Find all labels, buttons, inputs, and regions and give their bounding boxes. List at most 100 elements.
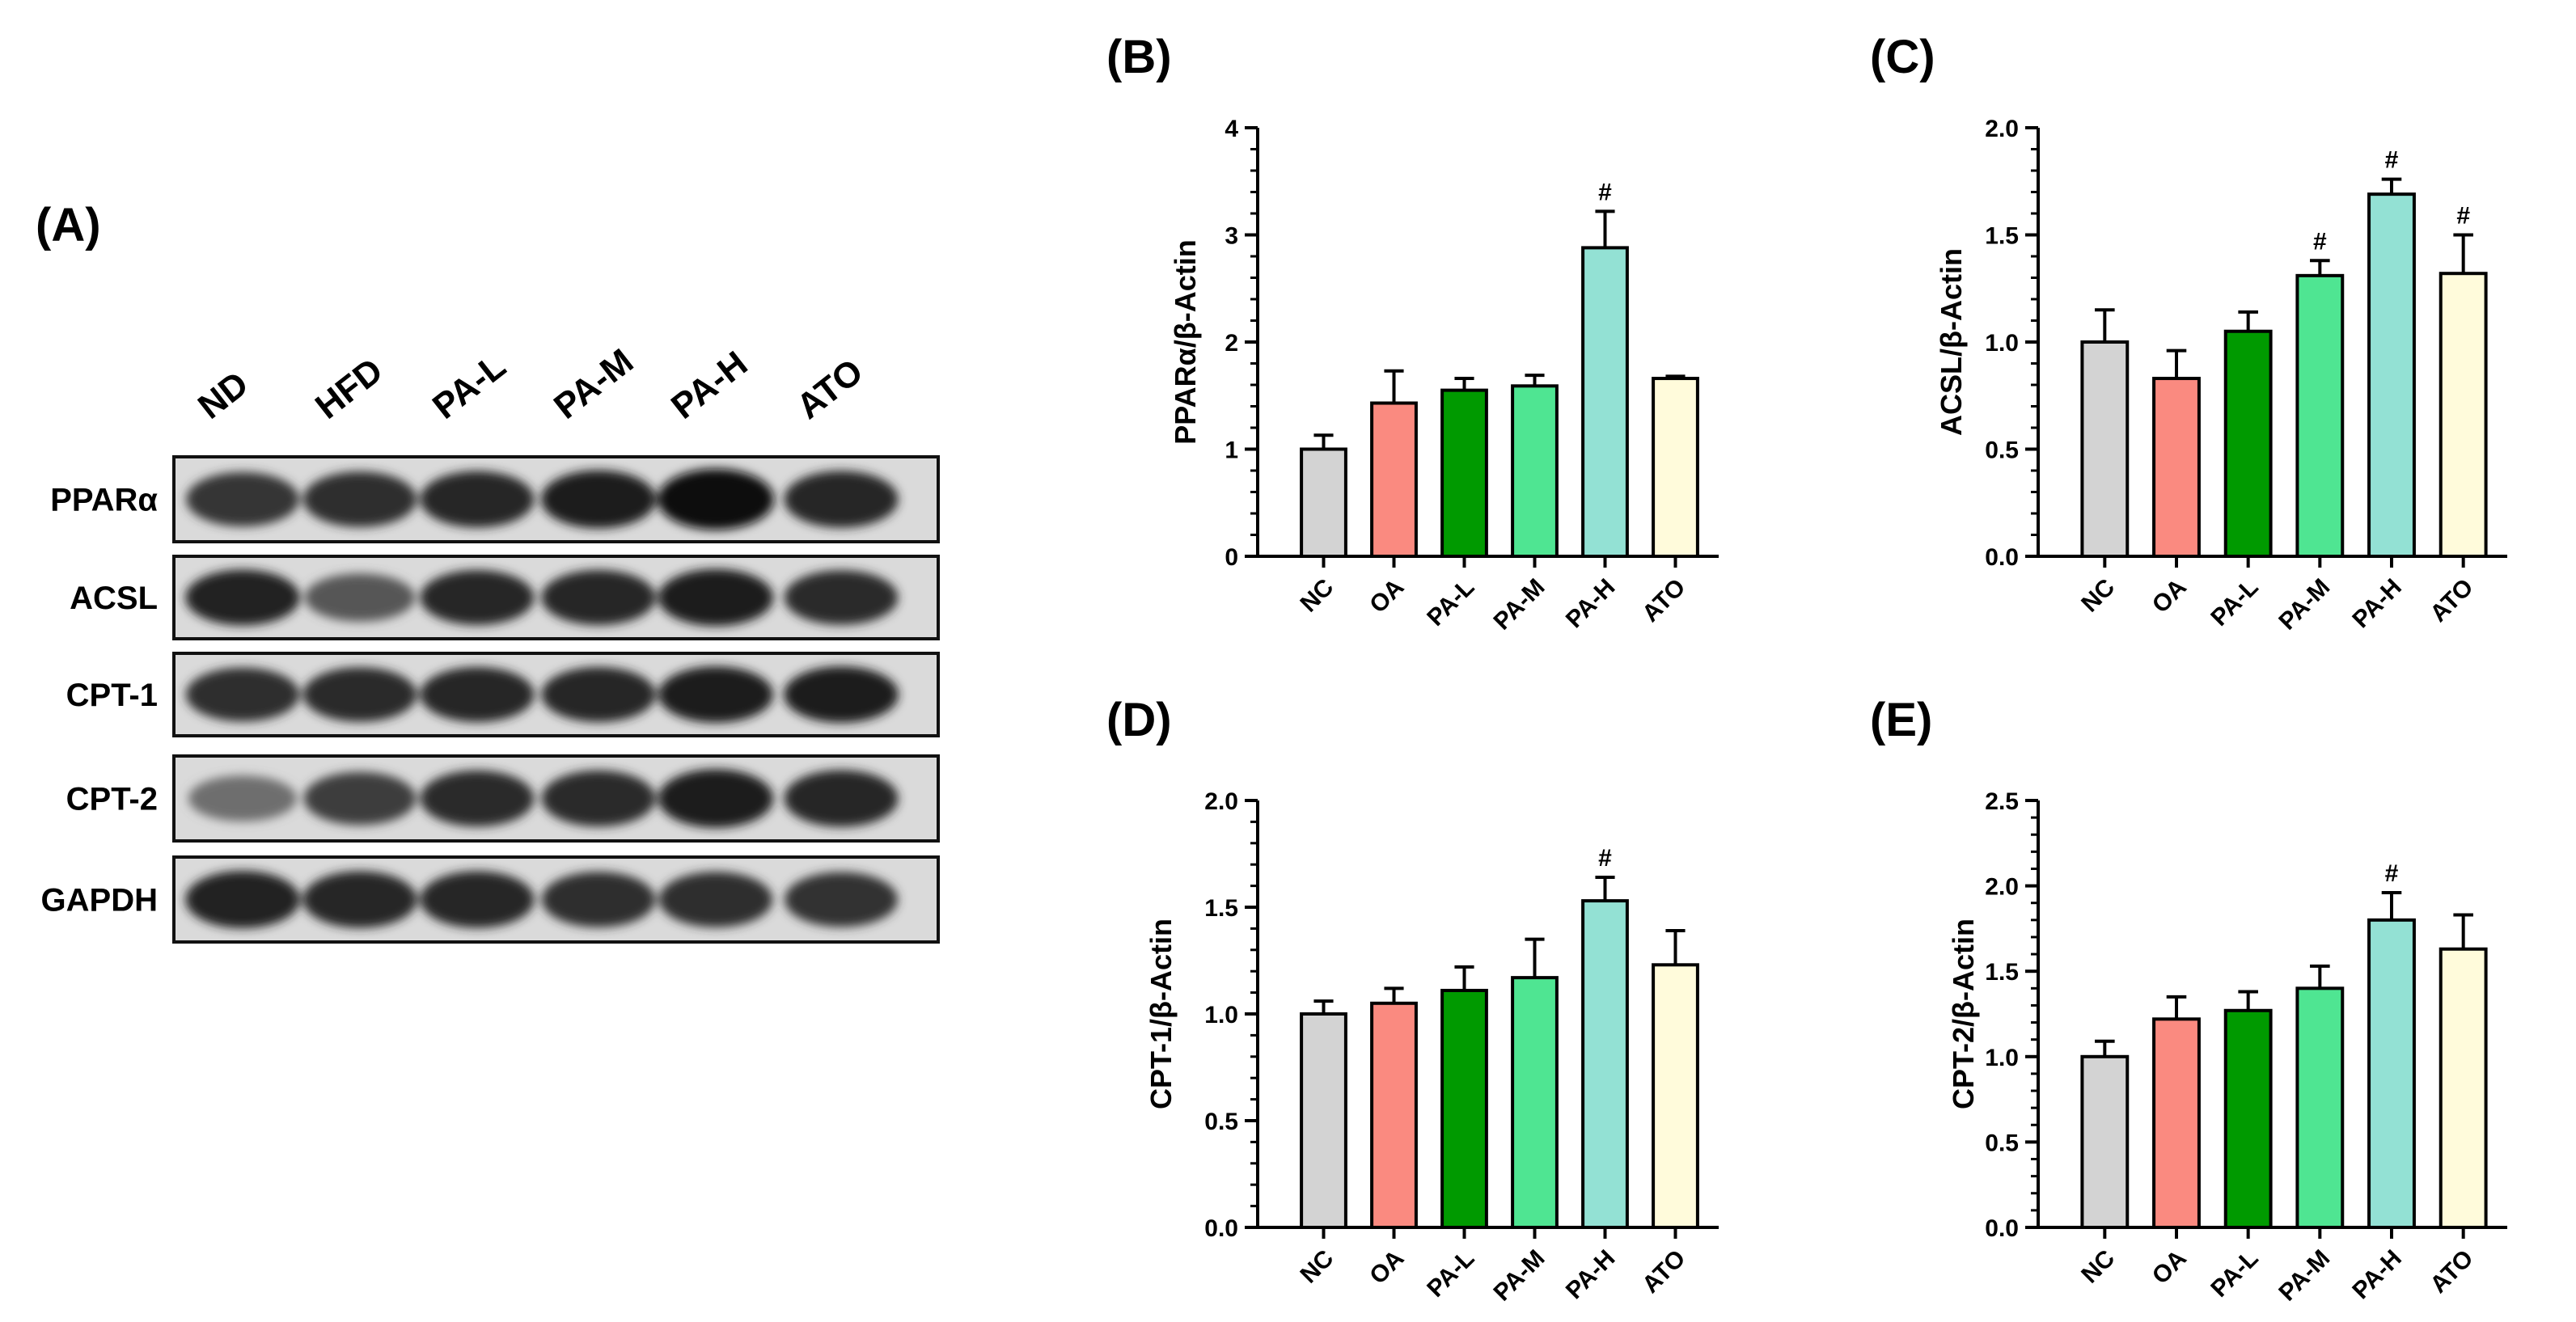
blot-bands-acsl: [185, 568, 899, 627]
y-tick-label-d-1: 0.5: [1204, 1109, 1238, 1135]
chart-panel-b: (B) PPARα/β-Actin 0 1 2 3 4 NC OA PA-L PA-M PA-H # AT…: [1106, 31, 1719, 636]
significance-marker-d-pa-h: #: [1598, 845, 1612, 872]
x-tick-label-d-pa-m: PA-M: [1488, 1245, 1550, 1307]
bar-b-ato: [1652, 377, 1699, 558]
band-acsl-nd: [185, 569, 300, 626]
band-cpt-1-ato: [784, 666, 899, 723]
blot-bands-ppar: [186, 468, 899, 530]
x-tick-label-c-pa-l: PA-L: [2206, 574, 2263, 631]
panel-label-c: (C): [1870, 31, 1935, 83]
x-tick-label-e-nc: NC: [2076, 1245, 2120, 1289]
bar-c-pa-h: [2367, 192, 2416, 558]
y-axis-title-e: CPT-2/β-Actin: [1947, 919, 1980, 1109]
lane-label-pa-m: PA-M: [547, 341, 641, 427]
bar-b-nc: [1300, 447, 1347, 558]
band-gapdh-hfd: [302, 871, 417, 928]
panel-label-a: (A): [36, 199, 101, 251]
bar-e-pa-h: [2367, 918, 2416, 1229]
band-cpt-1-hfd: [302, 667, 417, 722]
bar-d-pa-l: [1440, 988, 1488, 1229]
significance-marker-c-pa-h: #: [2385, 147, 2399, 174]
x-tick-label-d-nc: NC: [1295, 1245, 1339, 1289]
bar-d-nc: [1300, 1012, 1347, 1229]
protein-label-cpt-2: CPT-2: [66, 782, 158, 817]
significance-marker-c-ato: #: [2456, 203, 2470, 230]
band-cpt-2-hfd: [303, 771, 417, 826]
band-gapdh-pa-h: [658, 872, 773, 927]
band-cpt-1-pa-l: [420, 666, 535, 723]
y-tick-label-e-3: 1.5: [1985, 959, 2019, 986]
band-ppar-pa-l: [420, 471, 535, 528]
band-ppar-pa-h: [658, 468, 774, 530]
x-tick-label-d-ato: ATO: [1637, 1245, 1690, 1299]
panel-label-b: (B): [1106, 31, 1172, 83]
band-cpt-2-pa-m: [541, 770, 656, 827]
y-tick-label-c-4: 2.0: [1985, 116, 2019, 142]
bar-b-pa-l: [1440, 388, 1488, 558]
lane-label-ato: ATO: [789, 352, 870, 427]
x-tick-label-e-pa-h: PA-H: [2347, 1245, 2407, 1305]
band-gapdh-pa-m: [541, 872, 656, 927]
x-tick-label-e-oa: OA: [2147, 1245, 2192, 1290]
bar-b-oa: [1370, 401, 1418, 558]
band-cpt-1-pa-m: [541, 666, 656, 723]
bar-b-pa-m: [1511, 384, 1559, 559]
y-tick-label-d-4: 2.0: [1204, 788, 1238, 815]
x-tick-label-e-ato: ATO: [2425, 1245, 2478, 1299]
band-gapdh-ato: [785, 872, 898, 927]
y-tick-label-b-0: 0: [1225, 544, 1238, 571]
band-ppar-pa-m: [541, 470, 656, 529]
y-axis-title-c: ACSL/β-Actin: [1935, 248, 1968, 436]
protein-label-ppar: PPARα: [50, 483, 158, 518]
y-tick-label-c-3: 1.5: [1985, 223, 2019, 250]
bar-e-oa: [2152, 1017, 2201, 1230]
band-cpt-2-nd: [188, 775, 297, 821]
x-tick-label-d-pa-l: PA-L: [1422, 1245, 1479, 1303]
y-tick-label-e-4: 2.0: [1985, 874, 2019, 901]
lane-label-pa-h: PA-H: [664, 344, 755, 427]
band-cpt-1-nd: [185, 667, 300, 722]
band-cpt-1-pa-h: [658, 666, 773, 723]
y-tick-label-c-0: 0.0: [1985, 544, 2019, 571]
western-blot-panel: (A) ND HFD PA-L PA-M PA-H ATO PPARα ACSL CPT-1 CPT…: [36, 199, 940, 944]
band-ppar-hfd: [302, 471, 417, 527]
blot-bands-gapdh: [185, 870, 898, 929]
lane-label-pa-l: PA-L: [425, 346, 513, 427]
x-tick-label-c-pa-h: PA-H: [2347, 574, 2407, 634]
lane-label-hfd: HFD: [308, 351, 390, 427]
band-ppar-nd: [186, 471, 299, 527]
x-tick-label-b-pa-h: PA-H: [1561, 574, 1621, 634]
blot-bands-cpt-2: [188, 769, 899, 828]
y-tick-label-d-0: 0.0: [1204, 1215, 1238, 1242]
y-tick-label-b-3: 3: [1225, 223, 1238, 250]
band-acsl-hfd: [304, 573, 416, 622]
band-ppar-ato: [784, 471, 899, 528]
bar-d-ato: [1652, 963, 1699, 1230]
bar-c-pa-m: [2295, 273, 2345, 558]
panel-label-d: (D): [1106, 694, 1172, 746]
significance-marker-b-pa-h: #: [1598, 179, 1612, 205]
y-tick-label-e-0: 0.0: [1985, 1215, 2019, 1242]
chart-panel-e: (E) CPT-2/β-Actin 0.0 0.5 1.0 1.5 2.0 2.5 NC OA PA…: [1870, 694, 2507, 1307]
bar-d-pa-m: [1511, 976, 1559, 1229]
x-tick-label-e-pa-l: PA-L: [2206, 1245, 2263, 1303]
y-tick-label-e-5: 2.5: [1985, 788, 2019, 815]
band-acsl-pa-l: [420, 570, 535, 625]
lane-label-nd: ND: [191, 364, 256, 427]
bar-e-ato: [2439, 947, 2488, 1230]
band-gapdh-nd: [185, 870, 300, 929]
panel-label-e: (E): [1870, 694, 1932, 746]
bar-c-oa: [2152, 377, 2201, 558]
x-tick-label-d-oa: OA: [1364, 1245, 1409, 1290]
band-acsl-pa-h: [658, 568, 774, 627]
significance-marker-c-pa-m: #: [2313, 228, 2327, 255]
x-tick-label-e-pa-m: PA-M: [2274, 1245, 2335, 1307]
bar-d-pa-h: [1581, 899, 1629, 1229]
y-tick-label-d-3: 1.5: [1204, 895, 1238, 922]
x-tick-label-c-pa-m: PA-M: [2274, 574, 2335, 636]
x-tick-label-b-ato: ATO: [1637, 574, 1690, 627]
y-tick-label-d-2: 1.0: [1204, 1002, 1238, 1028]
